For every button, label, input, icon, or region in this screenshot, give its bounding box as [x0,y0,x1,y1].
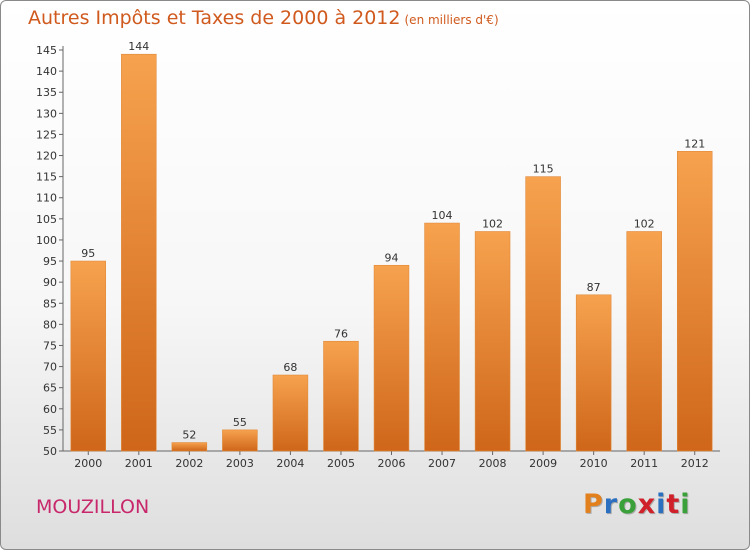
value-label: 87 [587,281,601,294]
logo-letter: o [618,489,638,520]
y-tick-label: 140 [36,65,57,78]
y-tick-label: 145 [36,44,57,57]
value-labels: 95 144 52 55 68 76 94 104 102 115 87 102 121 [81,40,705,441]
bar [373,264,410,452]
logo-letter: P [583,489,604,520]
y-tick-label: 50 [43,445,57,458]
value-label: 76 [334,327,348,340]
y-tick-label: 80 [43,318,57,331]
y-tick-label: 70 [43,361,57,374]
y-tick-label: 105 [36,213,57,226]
proxiti-logo: Proxiti [583,489,691,520]
x-tick-label: 2009 [529,457,557,470]
y-tick-label: 85 [43,297,57,310]
bar [474,231,511,452]
y-tick-label: 95 [43,255,57,268]
bar [323,340,359,452]
chart-title-text: Autres Impôts et Taxes de 2000 à 2012 [28,7,401,29]
y-tick-label: 100 [36,234,57,247]
bar [575,294,612,452]
logo-letter: i [656,489,667,520]
y-tick-label: 110 [36,192,57,205]
x-tick-label: 2012 [681,457,709,470]
x-tick-label: 2007 [428,457,456,470]
bar [676,151,713,452]
x-tick-label: 2008 [479,457,507,470]
bar [171,442,208,452]
chart-title: Autres Impôts et Taxes de 2000 à 2012 (en… [28,7,499,29]
x-tick-label: 2002 [175,457,203,470]
value-label: 102 [482,218,503,231]
logo-letter: x [637,489,657,520]
value-label: 52 [182,429,196,442]
chart-subtitle: (en milliers d'€) [404,13,499,27]
value-label: 104 [432,209,453,222]
bar [525,176,561,452]
x-tick-label: 2000 [74,457,102,470]
y-tick-label: 125 [36,128,57,141]
y-tick-label: 130 [36,107,57,120]
value-label: 68 [283,361,297,374]
value-label: 102 [634,218,655,231]
bar [272,374,309,452]
y-tick-label: 115 [36,171,57,184]
bar [70,260,107,452]
y-tick-label: 75 [43,339,57,352]
y-tick-label: 65 [43,382,57,395]
city-name: MOUZILLON [36,496,150,518]
y-tick-label: 90 [43,276,57,289]
y-tick-label: 60 [43,403,57,416]
x-tick-label: 2011 [630,457,658,470]
value-label: 121 [684,137,705,150]
x-tick-label: 2005 [327,457,355,470]
x-tick-label: 2010 [580,457,608,470]
x-tick-label: 2003 [226,457,254,470]
bar [626,231,662,452]
x-tick-label: 2006 [378,457,406,470]
logo-letter: t [666,489,681,520]
y-tick-label: 120 [36,150,57,163]
logo-letter: i [680,489,691,520]
y-tick-label: 135 [36,86,57,99]
logo-letter: r [603,489,619,520]
value-label: 94 [385,251,399,264]
y-tick-label: 55 [43,424,57,437]
value-label: 95 [81,247,95,260]
bar [424,222,460,452]
bars [70,53,713,452]
value-label: 115 [533,163,554,176]
x-tick-label: 2004 [276,457,304,470]
x-tick-label: 2001 [125,457,153,470]
value-label: 55 [233,416,247,429]
bar [121,53,157,452]
value-label: 144 [128,40,149,53]
bar [222,429,258,452]
